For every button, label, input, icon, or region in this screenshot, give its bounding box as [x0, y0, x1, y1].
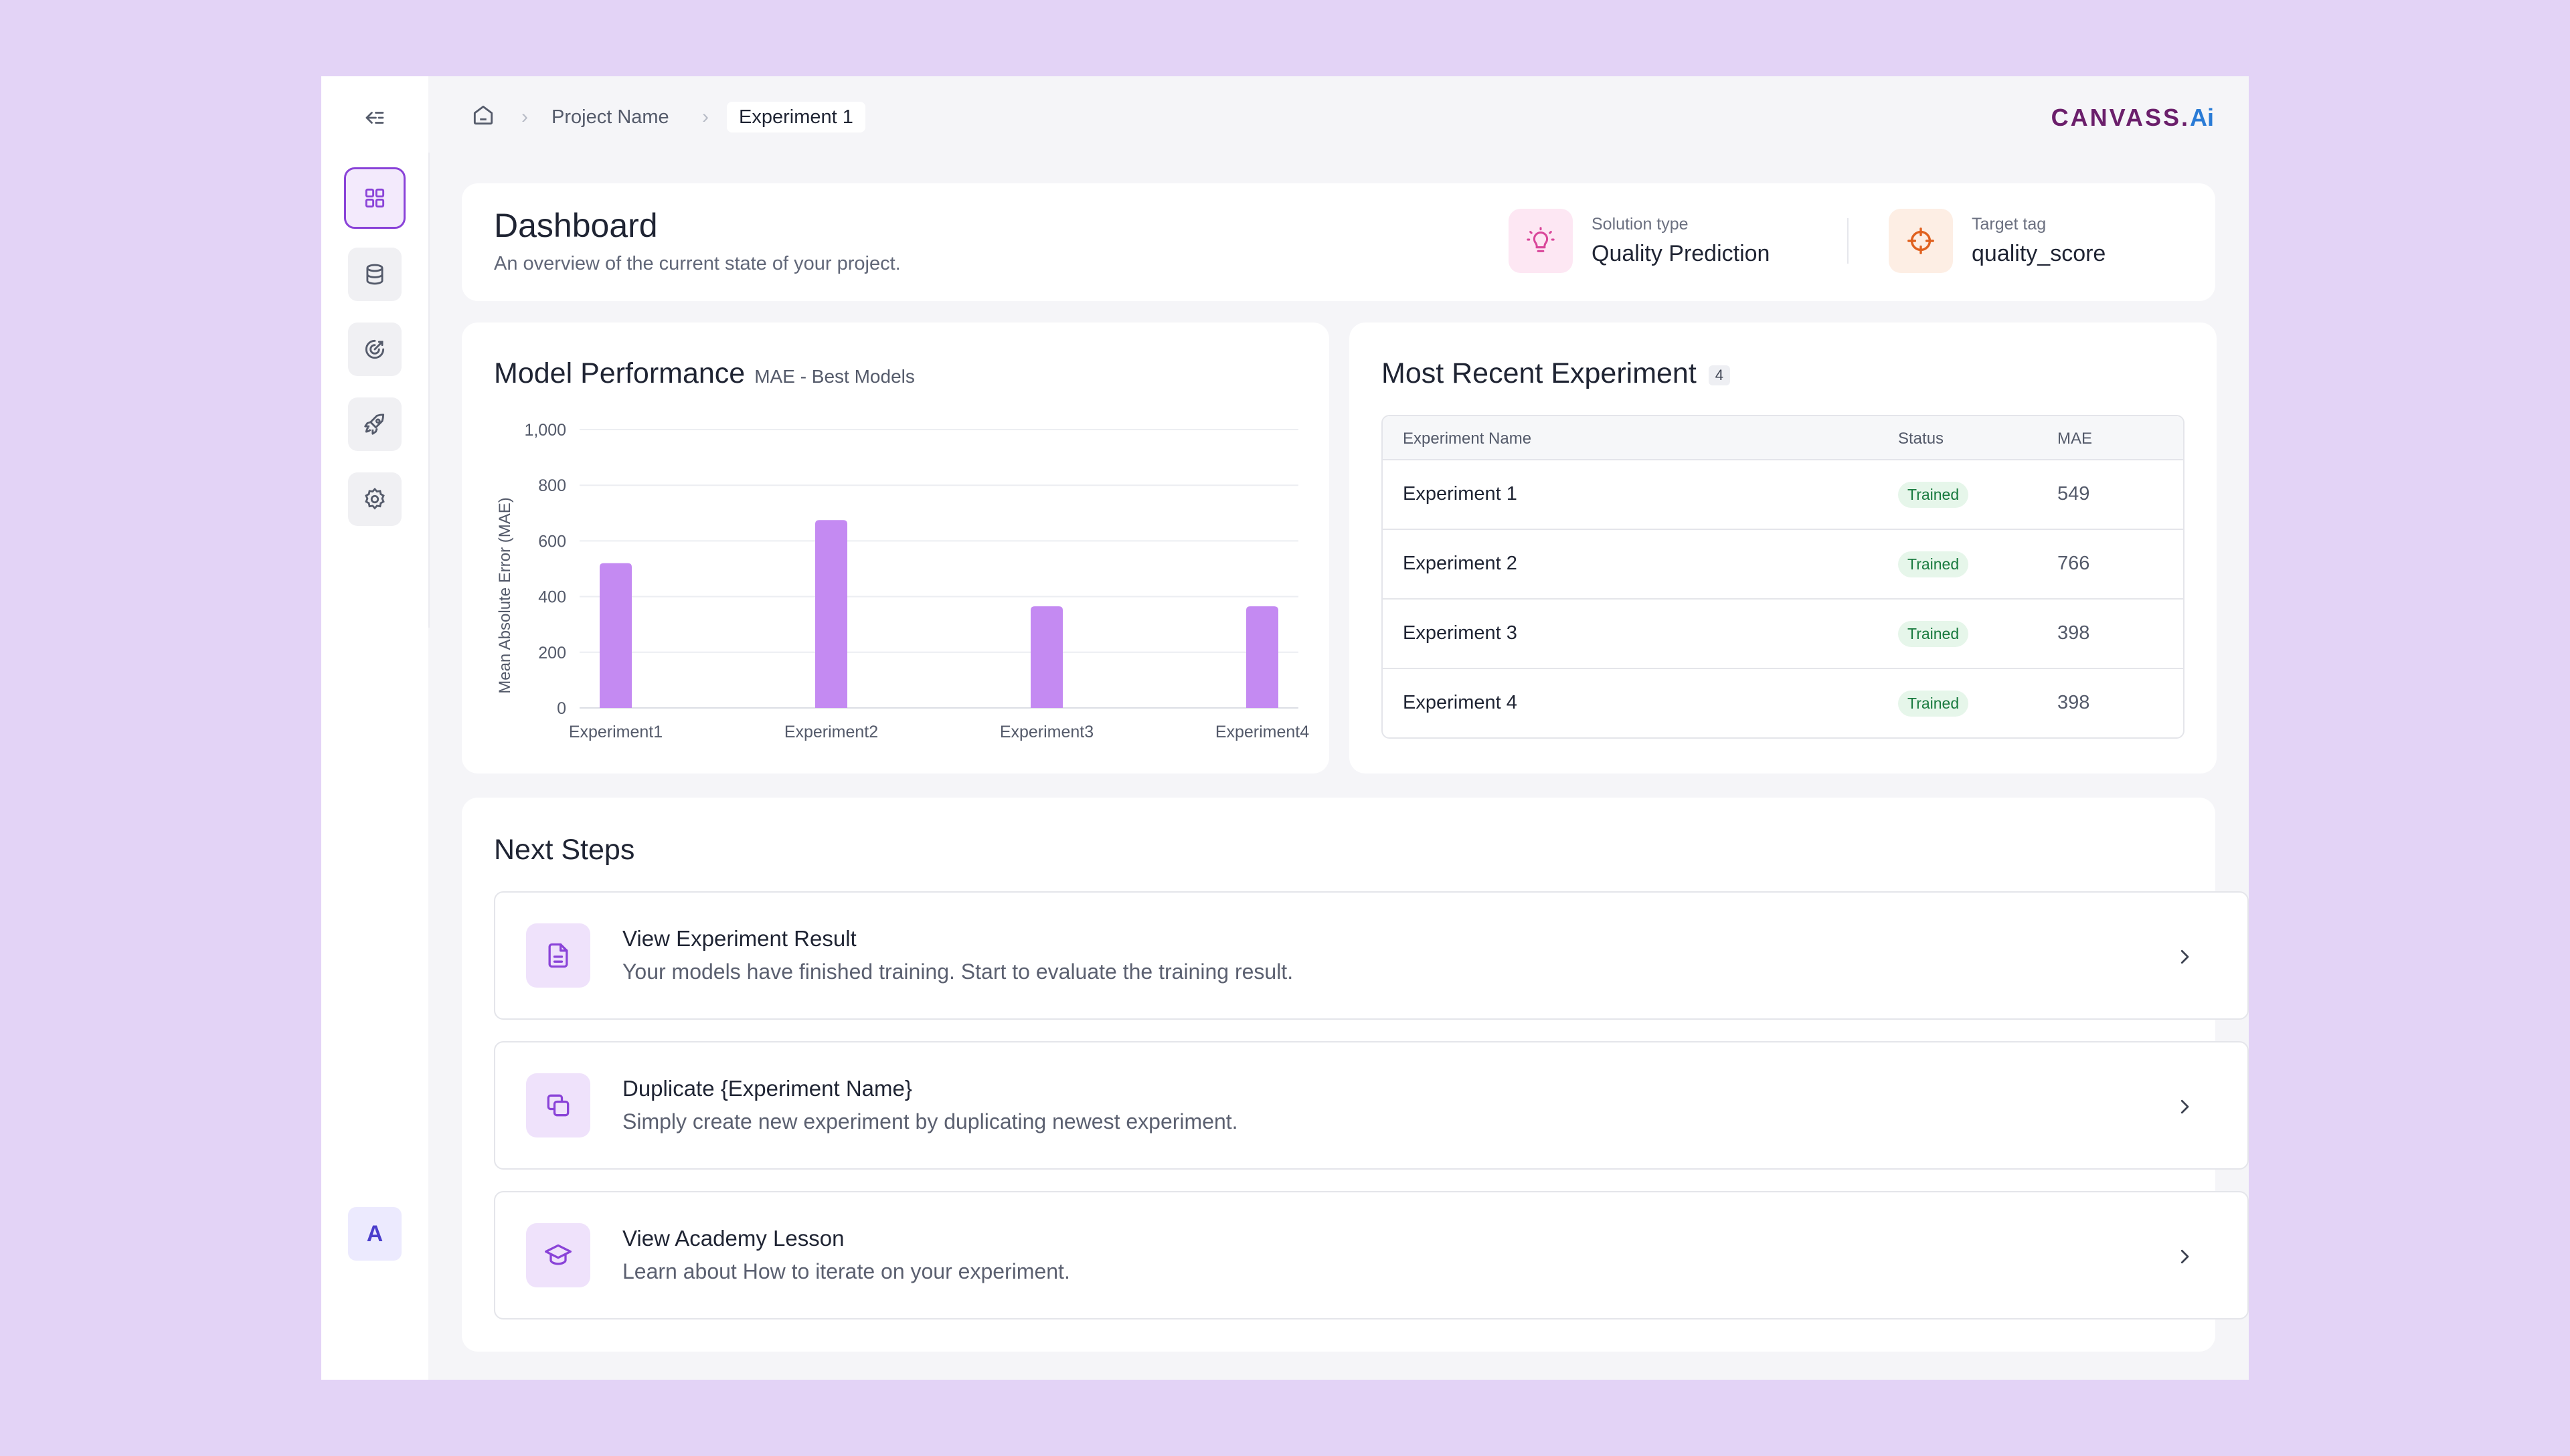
next-steps-title: Next Steps [494, 834, 635, 866]
experiment-name: Experiment 1 [1403, 483, 1517, 505]
y-tick-label: 1,000 [524, 421, 566, 440]
target-tag-value: quality_score [1972, 241, 2106, 266]
sidebar: A [321, 76, 428, 1380]
column-header-status[interactable]: Status [1898, 430, 1944, 448]
logo-ai-text: Ai [2190, 104, 2214, 131]
nav-deploy[interactable] [348, 397, 402, 451]
bar [1031, 606, 1063, 708]
bar [1246, 606, 1278, 708]
app-window: A › Project Name › Experiment 1 CANVASS.… [321, 76, 2249, 1380]
mae-value: 398 [2057, 692, 2090, 713]
mae-value: 766 [2057, 553, 2090, 574]
status-badge: Trained [1898, 621, 1969, 647]
breadcrumb-project[interactable]: Project Name [551, 106, 669, 128]
page-title: Dashboard [494, 207, 658, 244]
mae-value: 549 [2057, 483, 2090, 505]
table-row[interactable]: Experiment 3 Trained 398 [1383, 600, 2183, 669]
recent-experiment-card: Most Recent Experiment 4 Experiment Name … [1349, 323, 2217, 774]
recent-title: Most Recent Experiment 4 [1381, 357, 1731, 390]
status-badge: Trained [1898, 691, 1969, 717]
next-steps-card: Next Steps View Experiment Result Your m… [462, 798, 2249, 1352]
performance-title-text: Model Performance [494, 357, 746, 389]
chevron-right-icon[interactable] [2168, 1091, 2201, 1123]
performance-subtitle: MAE - Best Models [754, 366, 915, 387]
nav-experiments[interactable] [348, 323, 402, 376]
graduation-cap-icon [526, 1223, 590, 1287]
breadcrumb-separator-icon: › [521, 106, 528, 128]
crosshair-icon [1889, 209, 1953, 273]
nav-data[interactable] [348, 248, 402, 301]
top-bar: › Project Name › Experiment 1 CANVASS.Ai [428, 76, 2249, 153]
nav-dashboard[interactable] [344, 167, 406, 229]
collapse-sidebar-icon[interactable] [359, 102, 391, 134]
nav-settings[interactable] [348, 472, 402, 526]
column-header-mae[interactable]: MAE [2057, 430, 2093, 448]
y-tick-label: 200 [538, 644, 566, 662]
step-title: View Academy Lesson [622, 1226, 845, 1251]
mae-bar-chart: 0 200 400 600 800 1,000 Experiment1 Experiment2… [496, 421, 1309, 741]
x-tick-label: Experiment2 [784, 723, 878, 741]
gear-icon [362, 486, 388, 512]
target-tag-info: Target tag quality_score [1889, 207, 2106, 274]
performance-title: Model Performance MAE - Best Models [494, 357, 915, 390]
dashboard-icon [362, 185, 388, 211]
step-duplicate-experiment[interactable]: Duplicate {Experiment Name} Simply creat… [494, 1041, 2249, 1170]
y-tick-label: 600 [538, 532, 566, 551]
x-tick-label: Experiment4 [1215, 723, 1309, 741]
rocket-icon [362, 412, 388, 437]
step-title: View Experiment Result [622, 926, 857, 951]
bar [815, 520, 847, 708]
table-row[interactable]: Experiment 1 Trained 549 [1383, 460, 2183, 530]
step-description: Learn about How to iterate on your exper… [622, 1259, 1070, 1283]
breadcrumb-separator-icon: › [702, 106, 709, 128]
home-icon[interactable] [468, 100, 498, 130]
status-badge: Trained [1898, 482, 1969, 508]
sidebar-divider [428, 153, 430, 628]
status-badge: Trained [1898, 551, 1969, 577]
x-tick-label: Experiment3 [1000, 723, 1094, 741]
chevron-right-icon[interactable] [2168, 1241, 2201, 1273]
column-header-name[interactable]: Experiment Name [1403, 430, 1532, 448]
canvass-logo: CANVASS.Ai [2051, 102, 2214, 134]
y-tick-label: 0 [557, 699, 566, 718]
target-icon [362, 337, 388, 362]
step-description: Your models have finished training. Star… [622, 960, 1294, 984]
solution-type-label: Solution type [1592, 215, 1689, 234]
y-tick-label: 800 [538, 476, 566, 495]
model-performance-card: Model Performance MAE - Best Models 0 200 4… [462, 323, 1329, 774]
experiment-name: Experiment 3 [1403, 622, 1517, 644]
x-tick-label: Experiment1 [569, 723, 663, 741]
experiment-count-badge: 4 [1708, 365, 1731, 385]
experiment-name: Experiment 2 [1403, 553, 1517, 574]
y-axis-label: Mean Absolute Error (MAE) [496, 497, 514, 693]
step-title: Duplicate {Experiment Name} [622, 1076, 912, 1101]
dashboard-header-card: Dashboard An overview of the current sta… [462, 183, 2215, 301]
logo-text: CANVASS. [2051, 104, 2190, 131]
lightbulb-icon [1509, 209, 1573, 273]
document-icon [526, 923, 590, 988]
duplicate-icon [526, 1073, 590, 1138]
solution-type-value: Quality Prediction [1592, 241, 1770, 266]
table-header: Experiment Name Status MAE [1383, 416, 2183, 460]
user-avatar[interactable]: A [348, 1207, 402, 1261]
step-academy-lesson[interactable]: View Academy Lesson Learn about How to i… [494, 1191, 2249, 1320]
chevron-right-icon[interactable] [2168, 941, 2201, 973]
y-tick-label: 400 [538, 588, 566, 607]
breadcrumb-current[interactable]: Experiment 1 [727, 102, 865, 132]
target-tag-label: Target tag [1972, 215, 2047, 234]
mae-value: 398 [2057, 622, 2090, 644]
bar [600, 563, 632, 708]
table-row[interactable]: Experiment 4 Trained 398 [1383, 669, 2183, 737]
table-row[interactable]: Experiment 2 Trained 766 [1383, 530, 2183, 600]
experiment-name: Experiment 4 [1403, 692, 1517, 713]
solution-type-info: Solution type Quality Prediction [1509, 207, 1770, 274]
meta-divider [1847, 218, 1849, 264]
page-subtitle: An overview of the current state of your… [494, 253, 901, 274]
step-description: Simply create new experiment by duplicat… [622, 1109, 1238, 1133]
recent-title-text: Most Recent Experiment [1381, 357, 1697, 389]
experiments-table: Experiment Name Status MAE Experiment 1 … [1381, 415, 2184, 739]
database-icon [362, 262, 388, 287]
step-view-result[interactable]: View Experiment Result Your models have … [494, 891, 2249, 1020]
